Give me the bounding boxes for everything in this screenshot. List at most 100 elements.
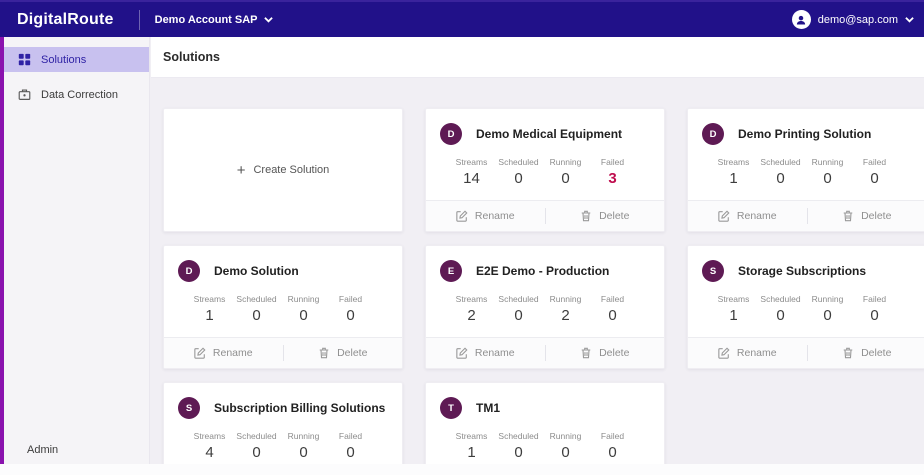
solution-badge: T [440,397,462,419]
app-logo: DigitalRoute [17,10,114,28]
scheduled-value: 0 [252,307,261,324]
scheduled-label: Scheduled [498,157,539,167]
solution-card: S Subscription Billing Solutions Streams… [163,382,403,475]
solution-stats: Streams 2 Scheduled 0 Running 2 Failed 0 [448,294,664,324]
user-menu[interactable]: demo@sap.com [791,10,914,29]
streams-value: 2 [467,307,476,324]
window-accent-strip [0,37,4,464]
rename-button[interactable]: Rename [688,338,807,368]
running-value: 0 [823,307,832,324]
card-footer: Rename Delete [688,200,924,231]
solution-badge: S [702,260,724,282]
scheduled-value: 0 [252,444,261,461]
sidebar-item-admin[interactable]: Admin [0,444,58,456]
card-footer: Rename Delete [688,337,924,368]
main-area: Solutions + Create Solution D Demo Medic… [151,37,924,475]
solutions-grid: + Create Solution D Demo Medical Equipme… [163,108,924,475]
footer-divider [282,345,284,361]
data-correction-icon [18,89,31,100]
streams-label: Streams [717,157,750,167]
streams-value: 4 [205,444,214,461]
streams-value: 1 [205,307,214,324]
streams-label: Streams [455,431,488,441]
failed-value: 0 [608,307,617,324]
create-solution-label: Create Solution [253,164,330,176]
user-email: demo@sap.com [817,13,898,26]
scheduled-value: 0 [776,307,785,324]
footer-divider [806,345,808,361]
sidebar-item-data-correction[interactable]: Data Correction [0,82,149,107]
delete-button[interactable]: Delete [546,201,665,231]
rename-button[interactable]: Rename [426,201,545,231]
failed-label: Failed [862,294,887,304]
rename-label: Rename [212,347,253,359]
failed-label: Failed [338,294,363,304]
card-header: T TM1 [426,383,664,419]
running-value: 0 [823,170,832,187]
streams-value: 1 [729,170,738,187]
rename-button[interactable]: Rename [426,338,545,368]
person-icon [797,15,806,24]
rename-button[interactable]: Rename [164,338,283,368]
scheduled-value: 0 [514,307,523,324]
solution-name: Demo Printing Solution [738,127,872,141]
card-footer: Rename Delete [164,337,402,368]
solution-stats: Streams 1 Scheduled 0 Running 0 Failed 0 [186,294,402,324]
failed-label: Failed [600,294,625,304]
sidebar-item-solutions[interactable]: Solutions [0,47,149,72]
rename-button[interactable]: Rename [688,201,807,231]
solution-name: Subscription Billing Solutions [214,401,386,415]
topbar-divider [138,9,140,30]
failed-value: 0 [870,307,879,324]
solution-card: D Demo Solution Streams 1 Scheduled 0 Runn… [163,245,403,369]
sidebar-item-label: Admin [27,444,59,456]
delete-trash-icon [319,347,329,359]
running-label: Running [287,431,320,441]
solution-stats: Streams 1 Scheduled 0 Running 0 Failed 0 [710,157,924,187]
scheduled-label: Scheduled [498,294,539,304]
failed-value: 0 [346,444,355,461]
account-selector[interactable]: Demo Account SAP [155,14,273,26]
solution-badge: D [702,123,724,145]
delete-button[interactable]: Delete [284,338,403,368]
solution-badge: D [440,123,462,145]
card-header: D Demo Printing Solution [688,109,924,145]
failed-label: Failed [600,157,625,167]
solution-badge: D [178,260,200,282]
card-footer: Rename Delete [426,200,664,231]
top-bar: DigitalRoute Demo Account SAP demo@sap.c… [0,0,924,37]
delete-button[interactable]: Delete [808,338,924,368]
running-label: Running [287,294,320,304]
solution-badge: S [178,397,200,419]
solution-name: Demo Medical Equipment [476,127,623,141]
delete-label: Delete [599,347,630,359]
delete-trash-icon [581,210,591,222]
solution-name: Storage Subscriptions [738,264,867,278]
card-footer: Rename Delete [426,337,664,368]
rename-label: Rename [736,347,777,359]
delete-button[interactable]: Delete [546,338,665,368]
scheduled-label: Scheduled [760,157,801,167]
streams-value: 1 [729,307,738,324]
delete-button[interactable]: Delete [808,201,924,231]
solutions-icon [18,53,31,66]
failed-value: 0 [608,444,617,461]
failed-label: Failed [862,157,887,167]
create-solution-button[interactable]: + Create Solution [163,108,403,232]
running-value: 0 [561,444,570,461]
delete-label: Delete [861,210,892,222]
scheduled-label: Scheduled [236,294,277,304]
running-label: Running [811,294,844,304]
streams-label: Streams [193,294,226,304]
scheduled-label: Scheduled [760,294,801,304]
running-label: Running [549,157,582,167]
sidebar-item-label: Solutions [41,53,87,66]
scheduled-label: Scheduled [236,431,277,441]
rename-label: Rename [474,210,515,222]
delete-trash-icon [843,347,853,359]
running-value: 0 [299,444,308,461]
account-selector-label: Demo Account SAP [154,13,258,26]
footer-divider [544,345,546,361]
plus-icon: + [236,161,246,179]
card-header: E E2E Demo - Production [426,246,664,282]
